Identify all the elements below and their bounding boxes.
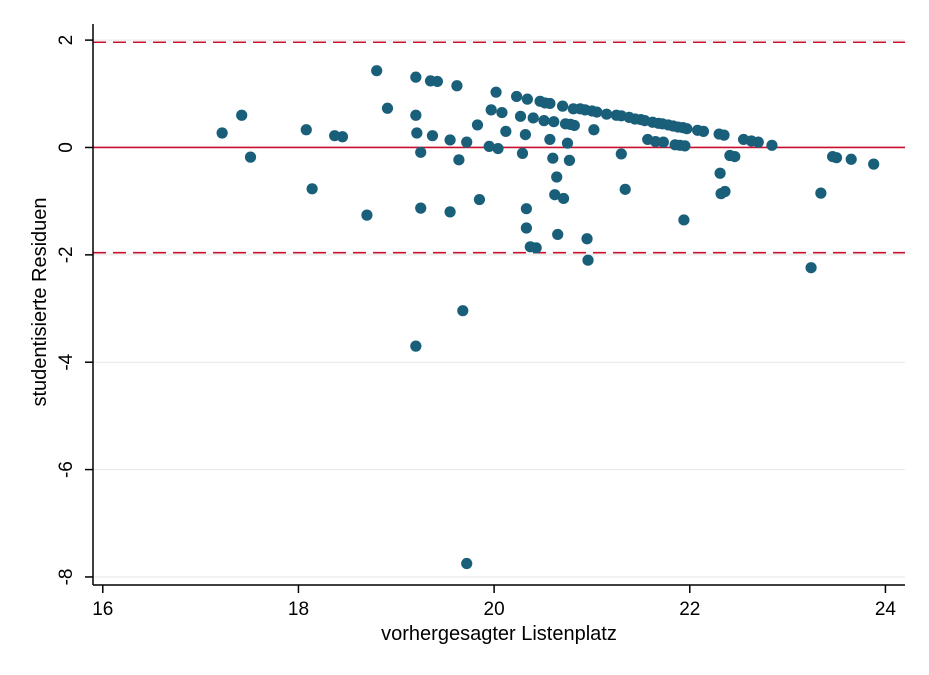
x-tick-label: 16	[92, 599, 113, 620]
data-point	[461, 557, 473, 570]
data-point	[678, 214, 690, 226]
x-tick-label: 20	[484, 599, 505, 620]
data-point	[581, 233, 593, 245]
data-point	[551, 171, 563, 183]
data-point	[679, 140, 691, 152]
data-point	[568, 119, 580, 132]
data-point	[511, 90, 523, 103]
data-point	[306, 183, 318, 195]
x-tick-label: 22	[679, 599, 700, 620]
data-point	[236, 109, 248, 121]
data-point	[426, 130, 439, 142]
data-point	[244, 151, 257, 163]
data-point	[457, 305, 469, 317]
data-point	[561, 137, 574, 149]
data-point	[371, 65, 383, 77]
axes	[92, 24, 905, 586]
y-axis-title: studentisierte Residuen	[29, 197, 51, 406]
data-point	[544, 97, 556, 110]
data-point	[415, 146, 427, 158]
data-point	[544, 133, 556, 146]
data-point	[471, 119, 484, 131]
data-point	[519, 128, 532, 141]
data-point	[538, 115, 550, 127]
data-point	[483, 140, 495, 152]
data-point	[361, 209, 373, 221]
data-point	[563, 154, 576, 166]
data-point	[514, 110, 527, 122]
data-point	[830, 152, 843, 164]
data-point	[681, 123, 693, 135]
y-tick-label: 2	[56, 35, 77, 46]
data-point	[485, 104, 497, 116]
data-point	[548, 116, 560, 128]
data-point	[381, 102, 394, 114]
data-point	[805, 262, 817, 274]
data-point	[601, 108, 613, 120]
data-point	[718, 129, 730, 141]
data-point	[527, 112, 539, 124]
data-point	[766, 139, 778, 151]
data-point	[752, 136, 764, 148]
data-point	[444, 134, 456, 146]
data-point	[588, 124, 600, 136]
data-point	[697, 125, 710, 137]
data-point	[520, 222, 532, 234]
data-point	[729, 151, 741, 163]
data-point	[557, 192, 570, 205]
data-point	[431, 75, 443, 88]
data-point	[556, 100, 569, 112]
data-point	[336, 131, 349, 143]
data-point	[868, 158, 880, 170]
grid-lines	[93, 39, 905, 578]
data-point	[552, 228, 564, 241]
data-point	[547, 152, 559, 164]
data-point	[300, 124, 312, 136]
data-point	[521, 93, 533, 105]
data-point	[496, 106, 508, 119]
y-tick-label: -8	[56, 568, 77, 585]
data-point	[453, 154, 465, 166]
data-point	[719, 185, 731, 198]
x-tick-label: 24	[875, 599, 897, 620]
data-point	[410, 109, 422, 121]
data-points	[216, 65, 880, 570]
data-point	[582, 254, 594, 266]
data-point	[619, 183, 631, 195]
data-point	[500, 125, 512, 137]
data-point	[415, 202, 427, 214]
data-point	[410, 340, 422, 352]
data-point	[516, 147, 529, 159]
data-point	[520, 203, 532, 215]
data-point	[815, 187, 827, 199]
y-tick-label: 0	[56, 142, 77, 153]
tick-marks	[85, 39, 887, 593]
data-point	[591, 106, 603, 118]
y-tick-label: -6	[56, 461, 77, 478]
data-point	[444, 206, 456, 218]
data-point	[451, 80, 463, 92]
data-point	[549, 189, 561, 201]
data-point	[490, 86, 502, 98]
tick-labels: -8 -6 -4 -2 0 2 16 18 20 22 24	[56, 35, 896, 620]
data-point	[615, 148, 627, 160]
x-tick-label: 18	[288, 599, 309, 620]
data-point	[411, 127, 423, 139]
data-point	[461, 136, 473, 148]
data-point	[714, 167, 726, 179]
data-point	[530, 242, 542, 254]
y-tick-label: -2	[56, 246, 77, 263]
data-point	[845, 153, 857, 165]
data-point	[492, 142, 504, 155]
data-point	[657, 136, 669, 148]
data-point	[216, 127, 228, 139]
y-tick-label: -4	[56, 353, 77, 370]
data-point	[473, 193, 486, 206]
data-point	[410, 71, 422, 83]
x-axis-title: vorhergesagter Listenplatz	[381, 623, 617, 645]
